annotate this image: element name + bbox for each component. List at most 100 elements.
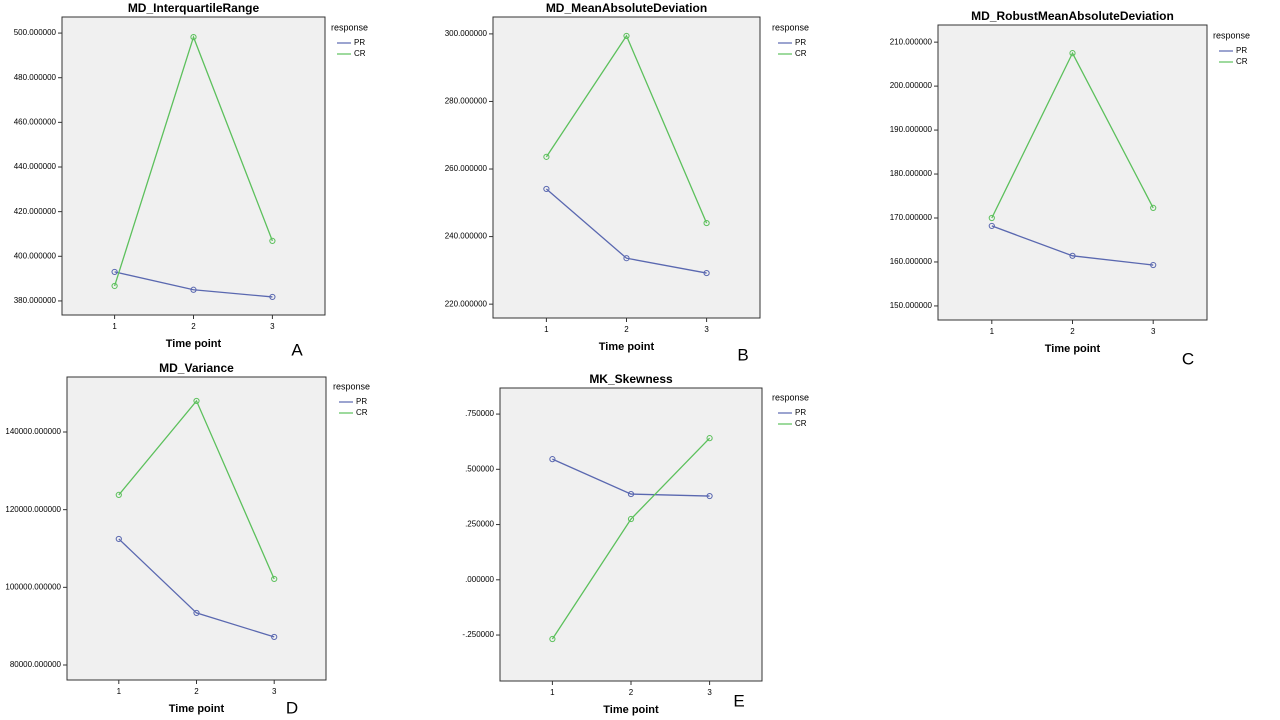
x-tick-label: 3 bbox=[272, 687, 277, 696]
series-line bbox=[113, 35, 274, 287]
y-tick-label: 170.000000 bbox=[890, 213, 933, 222]
x-tick-label: 2 bbox=[191, 322, 196, 331]
y-tick-label: 260.000000 bbox=[445, 164, 488, 173]
panel-label: A bbox=[291, 340, 303, 359]
x-axis-label: Time point bbox=[169, 703, 225, 715]
x-tick-label: 1 bbox=[112, 322, 117, 331]
x-tick-label: 2 bbox=[629, 688, 634, 697]
y-tick-label: 210.000000 bbox=[890, 37, 933, 46]
data-point bbox=[549, 635, 556, 643]
y-tick-label: .250000 bbox=[465, 520, 494, 529]
data-point bbox=[543, 185, 550, 193]
y-tick-label: 400.000000 bbox=[14, 251, 57, 260]
plot-area bbox=[492, 16, 761, 319]
plot-area bbox=[61, 16, 326, 316]
series-line bbox=[545, 34, 708, 224]
panel-label: D bbox=[286, 698, 298, 717]
x-axis-label: Time point bbox=[166, 338, 222, 350]
y-tick-label: 120000.000000 bbox=[5, 505, 61, 514]
y-tick-label: 240.000000 bbox=[445, 232, 488, 241]
y-tick-label: 380.000000 bbox=[14, 296, 57, 305]
legend-label: PR bbox=[795, 408, 806, 417]
y-tick-label: 80000.000000 bbox=[10, 660, 62, 669]
series-line bbox=[545, 188, 707, 274]
chart-title: MK_Skewness bbox=[589, 372, 673, 386]
x-tick-label: 1 bbox=[990, 327, 995, 336]
series-line bbox=[552, 458, 710, 497]
chart-title: MD_MeanAbsoluteDeviation bbox=[546, 1, 707, 15]
data-point bbox=[988, 222, 995, 230]
x-tick-label: 2 bbox=[1070, 327, 1075, 336]
panel-label: C bbox=[1182, 349, 1194, 368]
legend-title: response bbox=[772, 392, 809, 402]
y-tick-label: -.250000 bbox=[462, 630, 494, 639]
legend-label: PR bbox=[1236, 46, 1247, 55]
data-point bbox=[190, 286, 197, 293]
data-point bbox=[543, 153, 550, 160]
data-point bbox=[549, 456, 556, 463]
y-tick-label: 150.000000 bbox=[890, 301, 933, 310]
legend-label: PR bbox=[795, 38, 806, 47]
data-point bbox=[627, 490, 635, 498]
y-tick-label: 500.000000 bbox=[14, 28, 57, 37]
x-tick-label: 3 bbox=[707, 688, 712, 697]
legend-label: CR bbox=[356, 408, 368, 417]
series-line bbox=[114, 271, 273, 298]
panel-label: B bbox=[737, 345, 748, 364]
data-point bbox=[703, 269, 710, 277]
legend-title: response bbox=[1213, 30, 1250, 40]
y-tick-label: 180.000000 bbox=[890, 169, 933, 178]
data-point bbox=[623, 32, 630, 40]
data-point bbox=[1150, 261, 1157, 269]
x-tick-label: 3 bbox=[704, 325, 709, 334]
data-point bbox=[269, 237, 276, 244]
legend-title: response bbox=[772, 22, 809, 32]
chart-title: MD_Variance bbox=[159, 361, 234, 375]
legend-label: CR bbox=[1236, 57, 1248, 66]
x-tick-label: 2 bbox=[194, 687, 199, 696]
x-tick-label: 1 bbox=[117, 687, 122, 696]
series-line bbox=[991, 225, 1154, 266]
x-tick-label: 3 bbox=[270, 322, 275, 331]
y-tick-label: 440.000000 bbox=[14, 162, 57, 171]
y-tick-label: .750000 bbox=[465, 409, 494, 418]
y-tick-label: .000000 bbox=[465, 575, 494, 584]
series-line bbox=[118, 538, 275, 638]
data-point bbox=[988, 214, 995, 222]
x-tick-label: 1 bbox=[550, 688, 555, 697]
chart-title: MD_InterquartileRange bbox=[128, 1, 260, 15]
data-point bbox=[190, 33, 197, 41]
y-tick-label: 460.000000 bbox=[14, 117, 57, 126]
y-tick-label: 160.000000 bbox=[890, 257, 933, 266]
panel-label: E bbox=[733, 691, 744, 710]
legend-label: CR bbox=[795, 49, 807, 58]
legend-label: CR bbox=[795, 419, 807, 428]
x-tick-label: 2 bbox=[624, 325, 629, 334]
data-point bbox=[623, 255, 630, 262]
data-point bbox=[706, 492, 713, 500]
data-point bbox=[269, 293, 276, 301]
data-point bbox=[111, 268, 118, 276]
series-line bbox=[991, 51, 1154, 219]
legend-title: response bbox=[333, 381, 370, 391]
data-point bbox=[703, 219, 710, 227]
data-point bbox=[271, 633, 278, 641]
data-point bbox=[271, 575, 278, 583]
x-axis-label: Time point bbox=[1045, 343, 1101, 355]
data-point bbox=[193, 609, 200, 617]
y-tick-label: 280.000000 bbox=[445, 97, 488, 106]
data-point bbox=[1069, 50, 1076, 57]
x-axis-label: Time point bbox=[603, 704, 659, 716]
y-tick-label: 100000.000000 bbox=[5, 582, 61, 591]
series-line bbox=[551, 437, 711, 640]
y-tick-label: 420.000000 bbox=[14, 207, 57, 216]
y-tick-label: 480.000000 bbox=[14, 73, 57, 82]
data-point bbox=[1069, 252, 1076, 259]
data-point bbox=[706, 435, 713, 442]
data-point bbox=[1150, 204, 1157, 211]
data-point bbox=[115, 535, 122, 543]
series-line bbox=[118, 399, 275, 580]
x-tick-label: 3 bbox=[1151, 327, 1156, 336]
x-tick-label: 1 bbox=[544, 325, 549, 334]
